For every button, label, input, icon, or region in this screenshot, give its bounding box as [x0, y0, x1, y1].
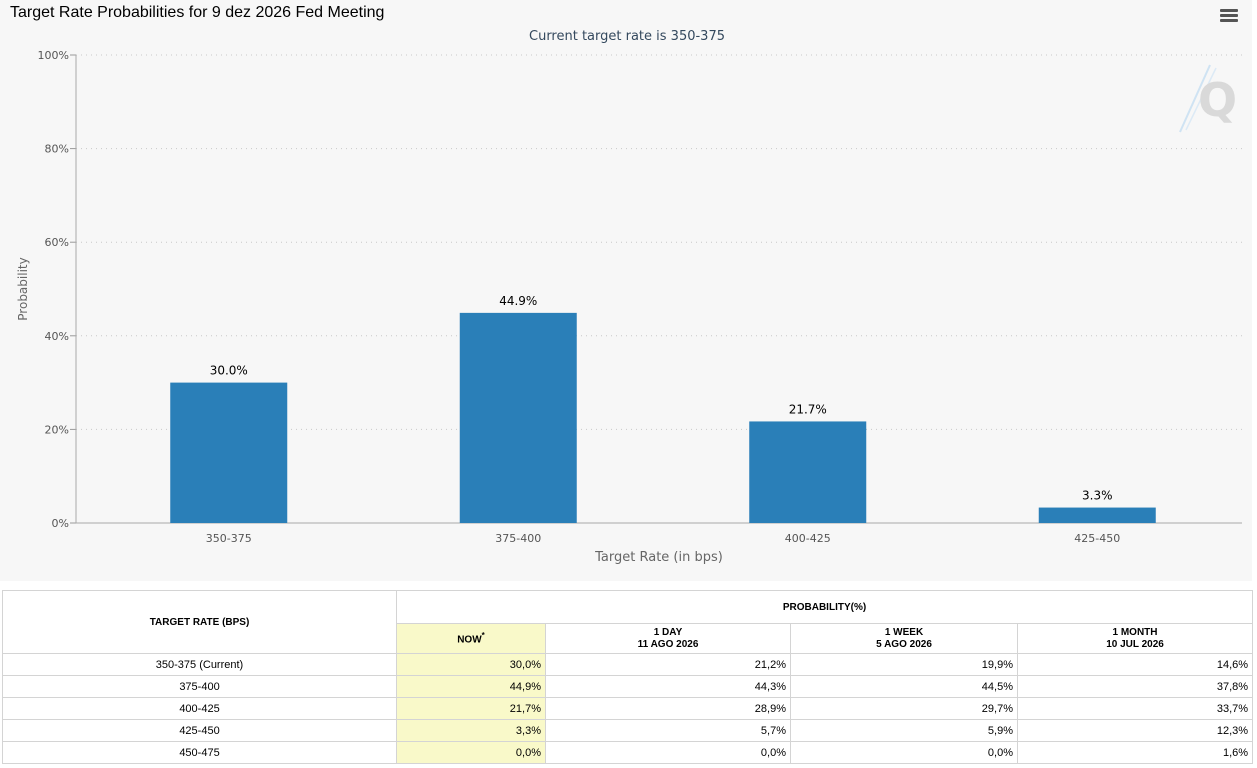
- y-axis-label: Probability: [16, 257, 30, 320]
- probability-table: TARGET RATE (BPS) PROBABILITY(%) NOW* 1 …: [2, 590, 1254, 764]
- quikstrike-q-logo-icon: Q: [1179, 64, 1237, 133]
- prob-cell-1-day: 5,7%: [545, 719, 791, 742]
- column-header-1-day: 1 DAY 11 AGO 2026: [545, 623, 791, 654]
- x-tick-label: 350-375: [206, 532, 252, 545]
- prob-cell-1-week: 19,9%: [790, 653, 1018, 676]
- y-tick-label: 100%: [38, 49, 69, 62]
- prob-cell-1-month: 33,7%: [1016, 697, 1254, 720]
- bar-400-425[interactable]: [749, 421, 867, 523]
- target-rate-header: TARGET RATE (BPS): [2, 590, 397, 654]
- prob-cell-now: 30,0%: [396, 653, 546, 676]
- data-label: 21.7%: [789, 402, 827, 416]
- column-header-1-week: 1 WEEK 5 AGO 2026: [790, 623, 1018, 654]
- prob-cell-1-week: 44,5%: [790, 675, 1018, 698]
- prob-cell-1-month: 37,8%: [1016, 675, 1254, 698]
- y-tick-label: 60%: [45, 236, 69, 249]
- x-tick-label: 375-400: [495, 532, 541, 545]
- data-label: 44.9%: [499, 294, 537, 308]
- table-row: 450-475 0,0% 0,0% 0,0% 1,6%: [2, 741, 1254, 764]
- y-tick-label: 20%: [45, 423, 69, 436]
- column-header-1-month: 1 MONTH 10 JUL 2026: [1016, 623, 1254, 654]
- table-row: 350-375 (Current) 30,0% 21,2% 19,9% 14,6…: [2, 653, 1254, 676]
- prob-cell-1-day: 44,3%: [545, 675, 791, 698]
- chart-panel: Target Rate Probabilities for 9 dez 2026…: [10, 4, 1242, 565]
- table-row: 400-425 21,7% 28,9% 29,7% 33,7%: [2, 697, 1254, 720]
- data-label: 30.0%: [210, 364, 248, 378]
- chart-subtitle: Current target rate is 350-375: [529, 29, 725, 44]
- probability-header: PROBABILITY(%): [395, 590, 1254, 624]
- prob-cell-1-day: 28,9%: [545, 697, 791, 720]
- hamburger-menu-icon[interactable]: [1220, 9, 1238, 25]
- asterisk-mark: *: [481, 631, 485, 641]
- rate-cell: 375-400: [2, 675, 397, 698]
- x-tick-label: 400-425: [785, 532, 831, 545]
- table-row: 425-450 3,3% 5,7% 5,9% 12,3%: [2, 719, 1254, 742]
- chart-title: Target Rate Probabilities for 9 dez 2026…: [10, 4, 385, 21]
- prob-cell-1-month: 1,6%: [1016, 741, 1254, 764]
- prob-cell-1-week: 0,0%: [790, 741, 1018, 764]
- x-axis-label: Target Rate (in bps): [594, 550, 723, 565]
- column-header-now: NOW*: [396, 623, 546, 654]
- data-label: 3.3%: [1082, 489, 1113, 503]
- prob-cell-1-day: 0,0%: [545, 741, 791, 764]
- y-tick-label: 40%: [45, 330, 69, 343]
- prob-cell-1-week: 29,7%: [790, 697, 1018, 720]
- rate-cell: 450-475: [2, 741, 397, 764]
- rate-cell: 400-425: [2, 697, 397, 720]
- prob-cell-1-day: 21,2%: [545, 653, 791, 676]
- bar-350-375[interactable]: [170, 382, 288, 523]
- x-tick-label: 425-450: [1074, 532, 1120, 545]
- y-tick-label: 80%: [45, 143, 69, 156]
- bar-375-400[interactable]: [459, 312, 577, 523]
- prob-cell-1-month: 12,3%: [1016, 719, 1254, 742]
- rate-cell: 350-375 (Current): [2, 653, 397, 676]
- prob-cell-now: 3,3%: [396, 719, 546, 742]
- prob-cell-1-week: 5,9%: [790, 719, 1018, 742]
- table-row: 375-400 44,9% 44,3% 44,5% 37,8%: [2, 675, 1254, 698]
- bar-chart: 0% 20% 40% 60% 80% 100% 350-375 375-400 400-425 4…: [16, 49, 1242, 565]
- prob-cell-now: 0,0%: [396, 741, 546, 764]
- y-tick-label: 0%: [52, 517, 69, 530]
- bar-425-450[interactable]: [1038, 507, 1156, 523]
- prob-cell-now: 44,9%: [396, 675, 546, 698]
- prob-cell-1-month: 14,6%: [1016, 653, 1254, 676]
- rate-cell: 425-450: [2, 719, 397, 742]
- svg-text:Q: Q: [1198, 73, 1237, 127]
- prob-cell-now: 21,7%: [396, 697, 546, 720]
